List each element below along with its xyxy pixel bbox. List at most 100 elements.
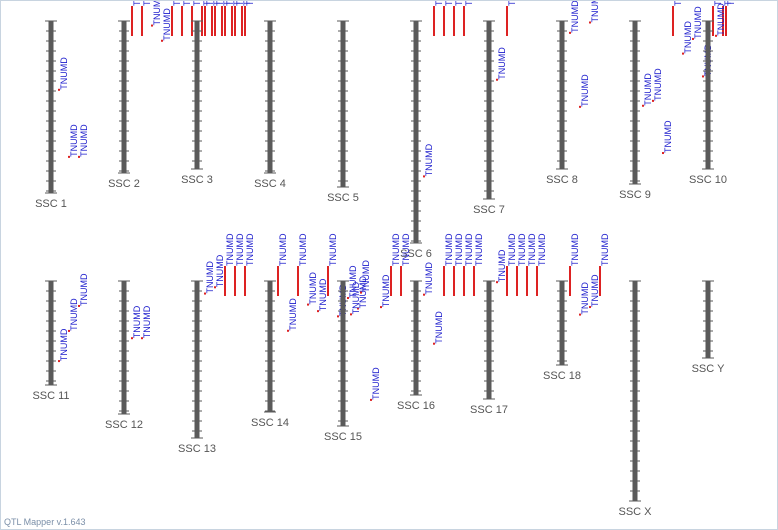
qtl-label: TNUMD [643,73,653,106]
qtl-peak-marker [423,293,425,296]
chromosome-1: SSC 2TNUMDTNUMDTNUMDTNUMDTNUMDTNUMDTNUMD… [108,1,252,190]
qtl-label: TNUMD [215,254,225,287]
chromosome-label: SSC Y [692,363,725,375]
chromosome-label: SSC 12 [105,419,143,431]
qtl-label: TNUMD [726,1,736,6]
chromosome-label: SSC 7 [473,204,505,216]
qtl-peak-marker [360,291,362,294]
qtl-peak-marker [370,398,372,401]
qtl-peak-marker [350,313,352,316]
qtl-peak-marker [161,39,163,42]
qtl-label: TNUMD [713,1,723,6]
qtl-label: TNUMD [242,1,252,6]
qtl-label: TNUMD [232,1,242,6]
chromosome-label: SSC 13 [178,443,216,455]
qtl-label: TNUMD [162,8,172,41]
qtl-peak-marker [496,78,498,81]
qtl-label: TNUMD [132,1,142,6]
qtl-label: TNUMD [424,143,434,176]
qtl-peak-marker [702,75,704,78]
qtl-peak-marker [642,104,644,107]
chromosome-label: SSC 8 [546,174,578,186]
chromosome-3: SSC 4 [254,20,286,190]
qtl-label: TNUMD [308,272,318,305]
qtl-label: TNUMD [454,1,464,6]
chromosome-11: SSC 12 TNUMD TNUMD [105,280,152,431]
qtl-label: TNUMD [235,1,245,6]
qtl-label: TNUMD [590,1,600,22]
qtl-label: TNUMD [298,233,308,266]
qtl-label: TNUMD [79,273,89,306]
qtl-label: TNUMD [580,282,590,315]
qtl-label: TNUMD [683,21,693,54]
qtl-peak-marker [662,152,664,155]
qtl-label: TNUMD [527,233,537,266]
qtl-label: TNUMD [225,233,235,266]
qtl-label: TNUMD [361,260,371,293]
qtl-peak-marker [337,315,339,318]
qtl-peak-marker [78,155,80,158]
qtl-label: TNUMD [537,233,547,266]
qtl-label: TNUMD [59,328,69,361]
chromosome-label: SSC 5 [327,192,359,204]
qtl-label: TNUMD [464,1,474,6]
chromosome-6: SSC 7 TNUMD TNUMD [473,1,517,216]
qtl-label: TNUMD [580,74,590,107]
chromosome-label: SSC 16 [397,400,435,412]
qtl-label: TNUMD [401,233,411,266]
chromosome-label: SSC X [618,506,652,518]
qtl-label: TNUMD [348,265,358,298]
chromosome-label: SSC 1 [35,198,67,210]
qtl-peak-marker [569,31,571,34]
qtl-label: TNUMD [172,1,182,6]
qtl-label: TNUMD [391,233,401,266]
qtl-peak-marker [141,337,143,340]
qtl-label: TNUMD [507,1,517,6]
chromosome-label: SSC 9 [619,189,651,201]
chromosome-label: SSC 14 [251,417,289,429]
qtl-peak-marker [579,105,581,108]
qtl-label: TNUMD [600,233,610,266]
chromosome-label: SSC 2 [108,178,140,190]
qtl-peak-marker [652,99,654,102]
qtl-label: TNUMD [434,311,444,344]
qtl-label: TNUMD [497,47,507,80]
qtl-label: TNUMD [693,6,703,39]
qtl-label: TNUMD [69,124,79,157]
qtl-peak-marker [307,303,309,306]
qtl-peak-marker [715,34,717,37]
chromosome-label: SSC 4 [254,178,286,190]
qtl-label: TNUMD [444,233,454,266]
qtl-label: TNUMD [517,233,527,266]
qtl-label: TNUMD [152,1,162,26]
qtl-label: TNUMD [590,274,600,307]
chromosome-4: SSC 5 [327,20,359,204]
qtl-label: TNUMD [716,3,726,36]
qtl-label: TNUMD [570,233,580,266]
qtl-peak-marker [496,281,498,284]
qtl-label: TNUMD [225,1,235,6]
qtl-peak-marker [692,37,694,40]
qtl-label: TNUMD [673,1,683,6]
chromosome-19: SSC Y [692,280,725,375]
app-version-footer: QTL Mapper v.1.643 [4,517,86,527]
chromosome-18: SSC X [618,280,652,518]
qtl-label: TNUMD [59,57,69,90]
qtl-peak-marker [58,360,60,363]
qtl-label: TNUMD [202,1,212,6]
qtl-label: TNUMD [358,276,368,309]
qtl-label: TNUMD [570,1,580,33]
qtl-label: TNUMD [318,278,328,311]
qtl-label: TNUMD [222,1,232,6]
qtl-label: TNUMD [212,1,222,6]
qtl-peak-marker [579,313,581,316]
qtl-peak-marker [58,88,60,91]
qtl-peak-marker [68,155,70,158]
qtl-peak-marker [151,24,153,27]
qtl-label: TNUMD [132,305,142,338]
